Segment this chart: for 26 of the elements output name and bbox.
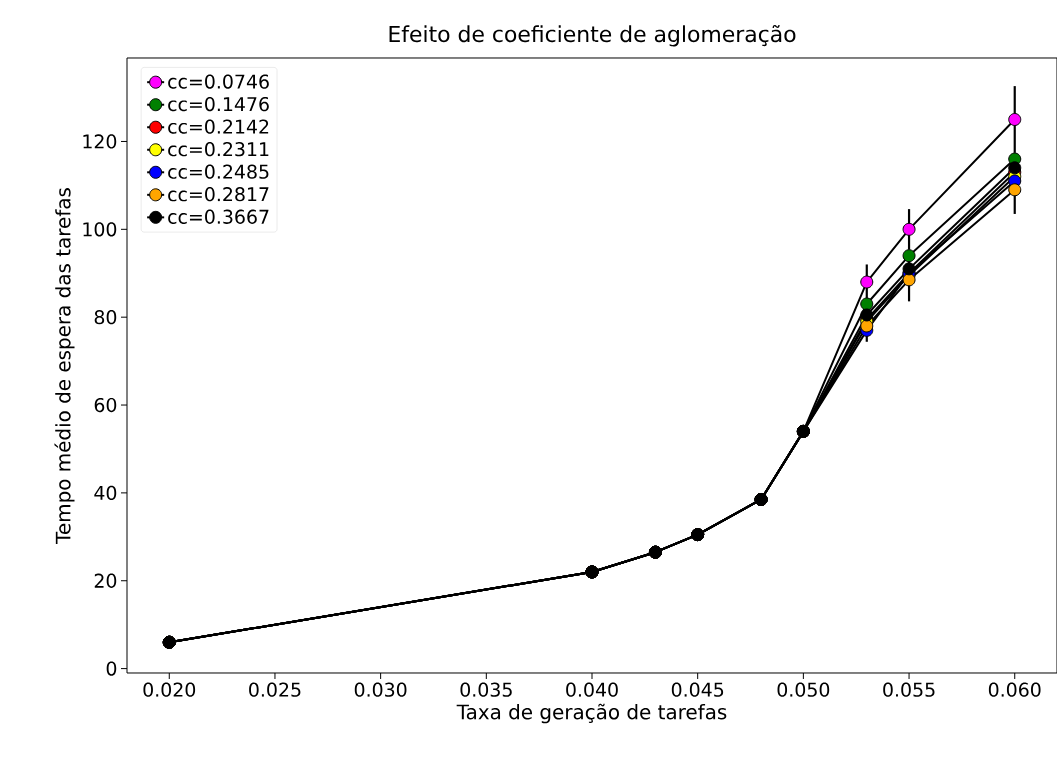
legend-label: cc=0.0746 bbox=[168, 74, 269, 89]
x-axis-title: Taxa de geração de tarefas bbox=[456, 703, 727, 724]
x-tick-label: 0.060 bbox=[988, 682, 1041, 697]
x-tick-label: 0.045 bbox=[671, 682, 724, 697]
y-tick-label: 100 bbox=[83, 222, 117, 237]
legend-label: cc=0.1476 bbox=[168, 96, 269, 112]
y-tick-label: 40 bbox=[94, 485, 117, 501]
x-tick-label: 0.025 bbox=[249, 682, 301, 697]
y-tick-label: 120 bbox=[83, 134, 117, 149]
y-axis-title: Tempo médio de espera das tarefas bbox=[54, 188, 75, 544]
y-tick-label: 0 bbox=[106, 661, 117, 676]
x-tick-label: 0.050 bbox=[777, 682, 830, 697]
x-tick-label: 0.055 bbox=[883, 682, 935, 697]
legend-label: cc=0.2142 bbox=[168, 119, 269, 134]
y-tick-label: 20 bbox=[94, 573, 117, 588]
chart-title: Efeito de coeficiente de aglomeração bbox=[389, 24, 796, 47]
legend-label: cc=0.3667 bbox=[168, 209, 269, 224]
x-tick-label: 0.035 bbox=[460, 682, 512, 697]
x-tick-label: 0.020 bbox=[143, 682, 196, 697]
legend-label: cc=0.2817 bbox=[168, 187, 269, 202]
legend-label: cc=0.2311 bbox=[168, 142, 269, 157]
x-tick-label: 0.040 bbox=[566, 682, 618, 697]
y-tick-label: 60 bbox=[94, 397, 117, 413]
x-tick-label: 0.030 bbox=[354, 682, 407, 697]
y-tick-label: 80 bbox=[94, 310, 117, 325]
legend-label: cc=0.2485 bbox=[168, 164, 269, 179]
